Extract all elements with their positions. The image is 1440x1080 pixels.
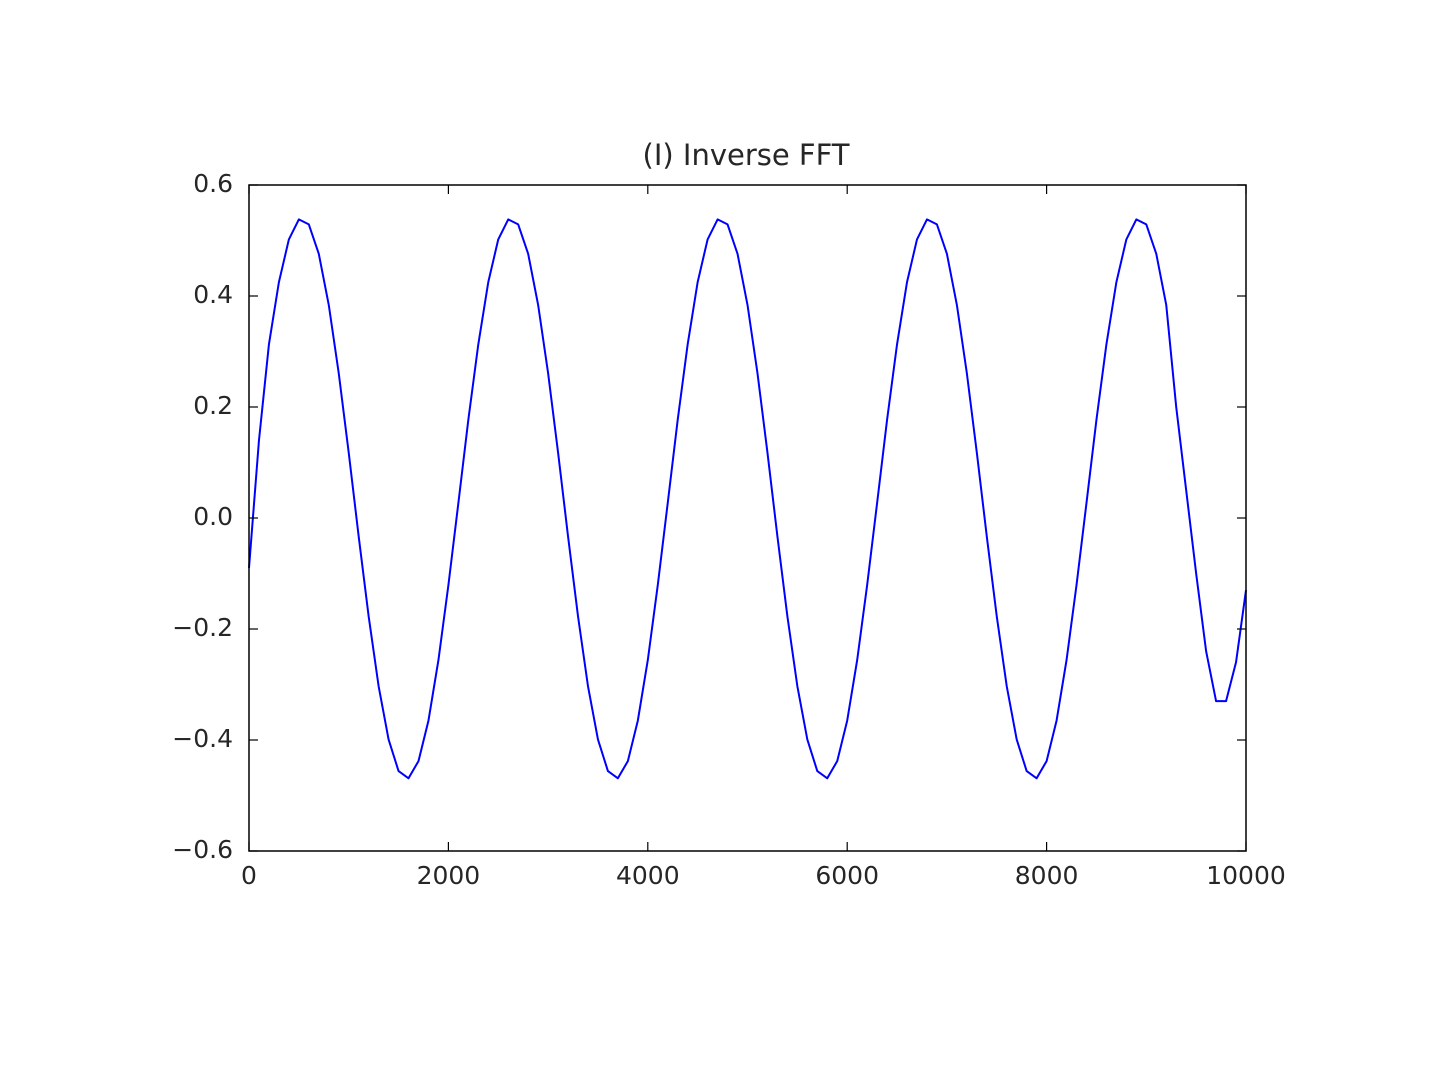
y-tick-label: −0.6	[172, 835, 233, 864]
y-tick-label: 0.0	[193, 502, 233, 531]
y-tick-label: 0.2	[193, 391, 233, 420]
x-tick-label: 4000	[616, 861, 680, 890]
chart-title: (I) Inverse FFT	[643, 138, 850, 172]
plot-frame	[248, 184, 1247, 852]
x-tick-label: 10000	[1206, 861, 1286, 890]
y-tick-label: −0.2	[172, 613, 233, 642]
x-tick-label: 2000	[417, 861, 481, 890]
y-tick-label: 0.4	[193, 280, 233, 309]
x-tick-label: 0	[241, 861, 257, 890]
y-tick-label: −0.4	[172, 724, 233, 753]
y-tick-label: 0.6	[193, 169, 233, 198]
x-tick-label: 8000	[1015, 861, 1079, 890]
line-series	[248, 218, 1247, 780]
x-tick-label: 6000	[815, 861, 879, 890]
